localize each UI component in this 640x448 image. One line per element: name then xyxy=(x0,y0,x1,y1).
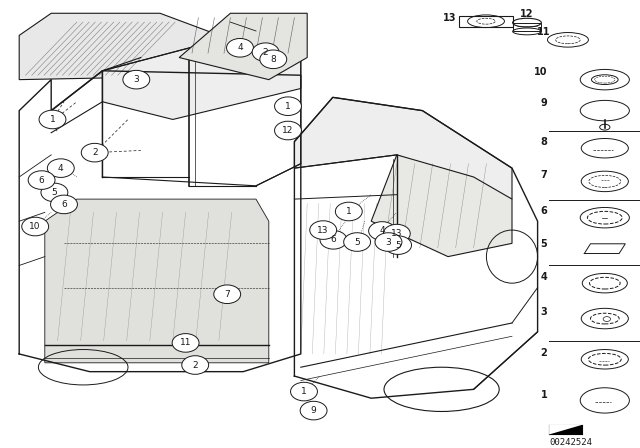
Text: 12: 12 xyxy=(282,126,294,135)
Polygon shape xyxy=(19,13,243,80)
Circle shape xyxy=(275,121,301,140)
Text: 4: 4 xyxy=(58,164,63,172)
Text: 5: 5 xyxy=(52,188,57,197)
Text: 3: 3 xyxy=(540,307,547,317)
Circle shape xyxy=(172,334,199,352)
Text: 5: 5 xyxy=(355,237,360,246)
Circle shape xyxy=(335,202,362,221)
Polygon shape xyxy=(549,425,582,435)
Text: 1: 1 xyxy=(540,390,547,400)
Circle shape xyxy=(300,401,327,420)
Circle shape xyxy=(320,231,347,249)
Text: 4: 4 xyxy=(380,226,385,236)
Circle shape xyxy=(41,183,68,202)
Text: 1: 1 xyxy=(301,387,307,396)
Text: 7: 7 xyxy=(540,170,547,180)
Text: 12: 12 xyxy=(520,9,534,19)
Text: 5: 5 xyxy=(540,239,547,249)
Text: 10: 10 xyxy=(534,67,547,77)
Text: 6: 6 xyxy=(39,176,44,185)
Polygon shape xyxy=(179,13,307,80)
Circle shape xyxy=(383,224,410,243)
Text: 10: 10 xyxy=(29,222,41,231)
Text: 8: 8 xyxy=(540,137,547,146)
Circle shape xyxy=(22,217,49,236)
Bar xyxy=(513,23,541,31)
Text: 13: 13 xyxy=(317,226,329,235)
Text: 4: 4 xyxy=(540,271,547,281)
Circle shape xyxy=(214,285,241,304)
Text: 3: 3 xyxy=(386,237,391,246)
Circle shape xyxy=(310,221,337,239)
Text: 9: 9 xyxy=(311,406,316,415)
Polygon shape xyxy=(549,425,582,435)
Polygon shape xyxy=(294,97,512,199)
Circle shape xyxy=(291,382,317,401)
Text: 6: 6 xyxy=(61,200,67,209)
Polygon shape xyxy=(45,199,269,363)
Text: 4: 4 xyxy=(237,43,243,52)
Text: 00242524: 00242524 xyxy=(549,438,592,447)
Text: 2: 2 xyxy=(263,47,268,57)
Circle shape xyxy=(81,143,108,162)
Circle shape xyxy=(344,233,371,251)
Circle shape xyxy=(260,50,287,69)
Text: 2: 2 xyxy=(540,348,547,358)
Text: 1: 1 xyxy=(346,207,351,216)
Circle shape xyxy=(28,171,55,190)
Text: 13: 13 xyxy=(391,229,403,238)
Circle shape xyxy=(39,110,66,129)
Text: 7: 7 xyxy=(225,290,230,299)
Text: 1: 1 xyxy=(285,102,291,111)
Circle shape xyxy=(252,43,279,61)
Text: 9: 9 xyxy=(540,98,547,108)
Text: 11: 11 xyxy=(536,27,550,37)
Circle shape xyxy=(375,233,402,251)
Text: 13: 13 xyxy=(443,13,456,23)
Circle shape xyxy=(227,39,253,57)
Circle shape xyxy=(51,195,77,214)
Circle shape xyxy=(369,222,396,240)
Text: 3: 3 xyxy=(134,75,139,84)
Text: 6: 6 xyxy=(331,235,336,244)
Text: 8: 8 xyxy=(271,55,276,64)
Text: 5: 5 xyxy=(396,241,401,250)
Circle shape xyxy=(47,159,74,177)
Text: 1: 1 xyxy=(50,115,55,124)
Text: 2: 2 xyxy=(92,148,97,157)
Text: 2: 2 xyxy=(193,361,198,370)
Bar xyxy=(460,16,513,26)
Circle shape xyxy=(123,70,150,89)
Circle shape xyxy=(385,236,412,254)
Text: 11: 11 xyxy=(180,338,191,347)
Polygon shape xyxy=(102,35,301,120)
Circle shape xyxy=(275,97,301,116)
Circle shape xyxy=(182,356,209,375)
Polygon shape xyxy=(371,155,512,257)
Text: 6: 6 xyxy=(540,206,547,216)
